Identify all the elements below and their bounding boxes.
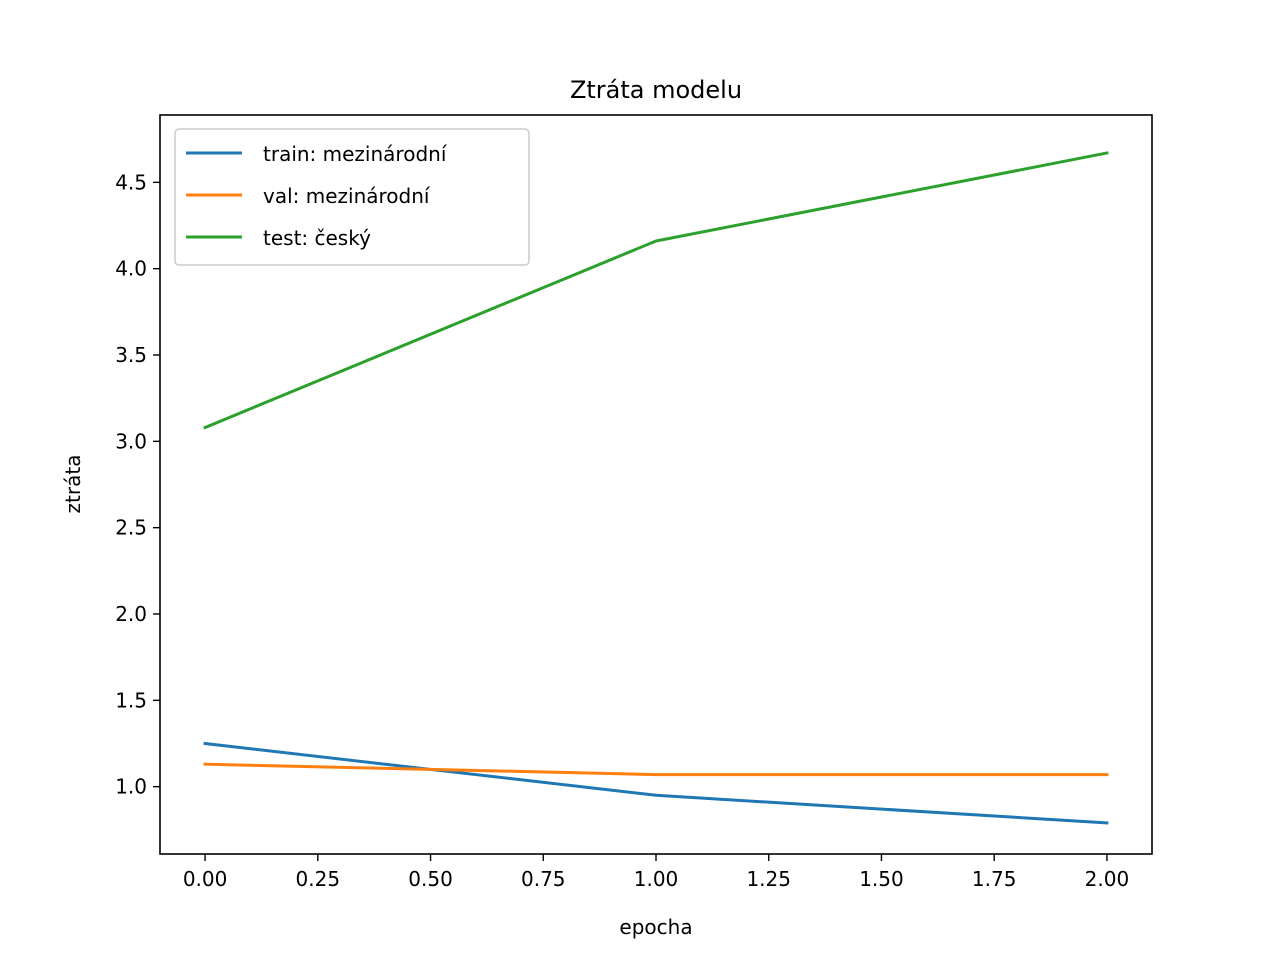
x-tick-label: 1.75 — [972, 867, 1017, 891]
series-line-2 — [203, 151, 1109, 430]
x-tick-label: 0.25 — [296, 867, 341, 891]
y-tick-label: 4.5 — [115, 170, 147, 194]
x-tick-label: 1.00 — [634, 867, 679, 891]
y-tick-label: 1.0 — [115, 775, 147, 799]
y-tick-label: 2.5 — [115, 516, 147, 540]
y-tick-label: 4.0 — [115, 257, 147, 281]
legend-label: val: mezinárodní — [263, 184, 431, 208]
x-tick-label: 0.50 — [408, 867, 453, 891]
x-tick-label: 1.50 — [859, 867, 904, 891]
axes-frame — [159, 114, 1153, 855]
legend-label: test: český — [263, 226, 371, 250]
y-tick-label: 3.0 — [115, 429, 147, 453]
chart-title: Ztráta modelu — [570, 76, 742, 104]
x-axis-label: epocha — [619, 915, 692, 939]
legend-box — [174, 128, 530, 266]
x-tick-label: 0.75 — [521, 867, 566, 891]
legend-label: train: mezinárodní — [263, 142, 448, 166]
x-axis: 0.00 0.25 0.50 0.75 1.00 1.25 1.50 1.75 2.00 — [183, 854, 1129, 891]
x-tick-label: 0.00 — [183, 867, 228, 891]
y-tick-label: 3.5 — [115, 343, 147, 367]
x-tick-label: 1.25 — [746, 867, 791, 891]
series-line-0 — [203, 741, 1109, 825]
y-axis: 1.0 1.5 2.0 2.5 3.0 3.5 4.0 4.5 — [115, 170, 160, 799]
y-tick-label: 1.5 — [115, 688, 147, 712]
legend: train: mezinárodní val: mezinárodní test: … — [174, 128, 530, 266]
series-line-1 — [203, 762, 1109, 777]
y-axis-label: ztráta — [61, 455, 85, 514]
x-tick-label: 2.00 — [1085, 867, 1130, 891]
y-tick-label: 2.0 — [115, 602, 147, 626]
series-lines — [203, 151, 1109, 825]
